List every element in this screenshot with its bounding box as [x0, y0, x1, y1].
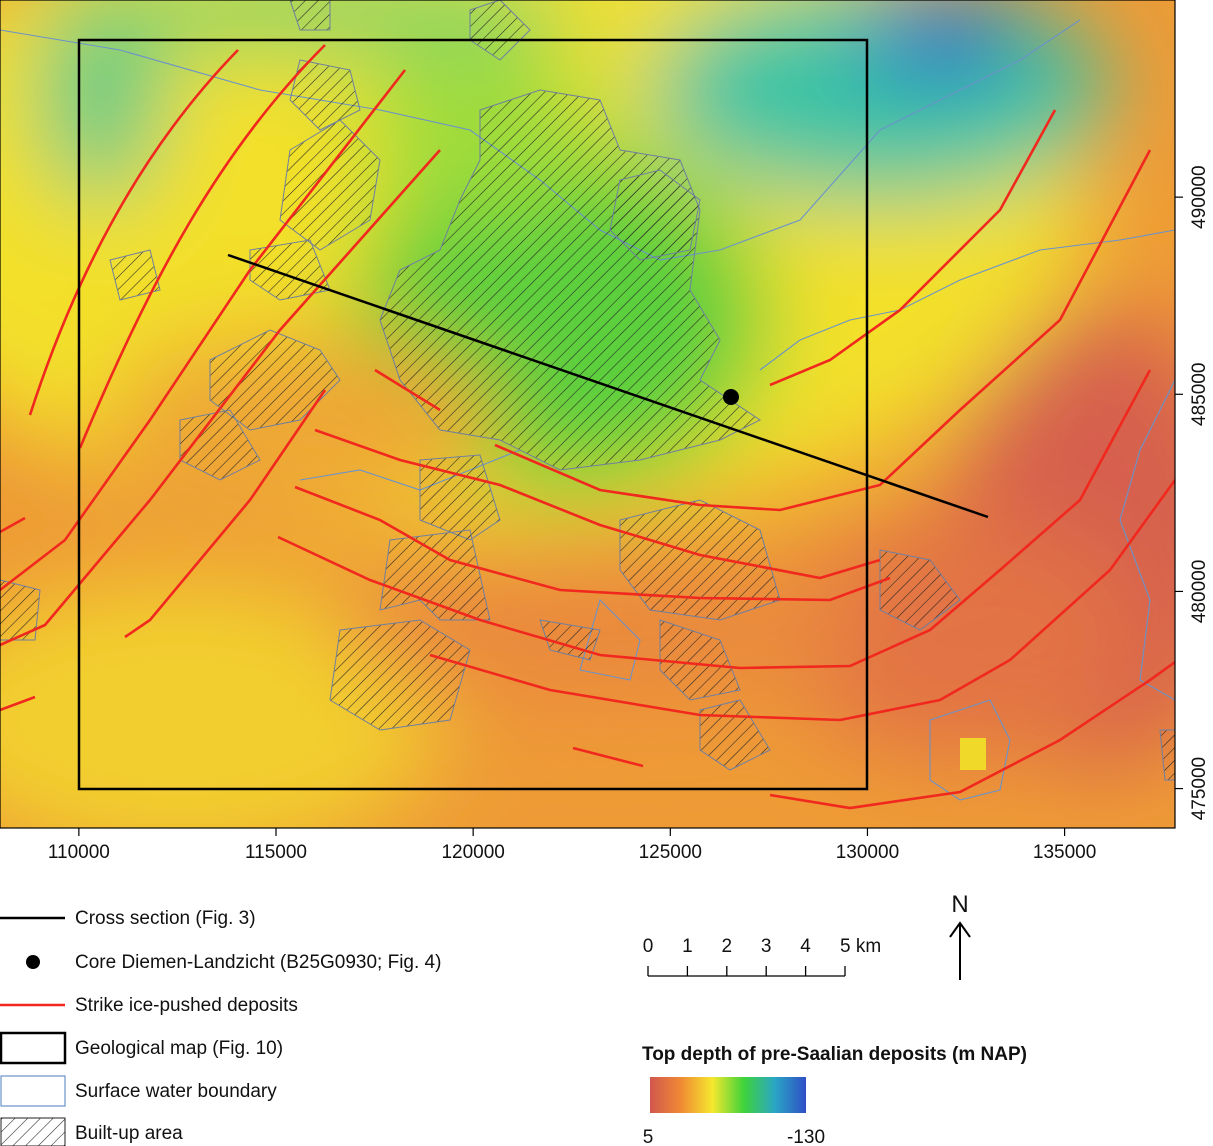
scale-label: 5 km — [840, 936, 881, 957]
x-tick-label: 115000 — [245, 842, 307, 863]
colorbar-max: -130 — [787, 1127, 825, 1146]
raster-patch — [960, 738, 986, 770]
scale-label: 2 — [722, 936, 733, 957]
core-location — [723, 389, 739, 405]
map-frame — [0, 0, 1176, 829]
legend-label: Strike ice-pushed deposits — [75, 995, 298, 1016]
colorbar-title: Top depth of pre-Saalian deposits (m NAP… — [642, 1044, 1027, 1065]
x-tick-label: 130000 — [836, 842, 899, 863]
y-tick-label: 485000 — [1189, 363, 1210, 426]
legend-label: Surface water boundary — [75, 1081, 277, 1102]
strike-lines — [0, 44, 1175, 810]
y-tick-label: 475000 — [1189, 757, 1210, 820]
y-tick-label: 490000 — [1189, 165, 1210, 228]
legend-symbol — [0, 1031, 67, 1065]
x-tick-label: 135000 — [1033, 842, 1096, 863]
north-label: N — [951, 891, 968, 918]
legend-label: Core Diemen-Landzicht (B25G0930; Fig. 4) — [75, 952, 441, 973]
legend: Cross section (Fig. 3) Core Diemen-Landz… — [0, 908, 441, 1146]
colorbar-min: 5 — [643, 1127, 654, 1146]
legend-symbol — [0, 1117, 66, 1146]
built-up-areas — [0, 0, 1175, 781]
north-arrow: N — [949, 891, 971, 980]
cross-section — [227, 253, 989, 519]
x-tick-label: 120000 — [441, 842, 504, 863]
x-tick-label: 125000 — [639, 842, 702, 863]
x-tick-label: 110000 — [48, 842, 110, 863]
y-tick-label: 480000 — [1189, 560, 1210, 623]
axes: 110000 115000 120000 125000 130000 135000 4750… — [48, 165, 1210, 863]
legend-label: Geological map (Fig. 10) — [75, 1038, 283, 1059]
scale-label: 4 — [800, 936, 811, 957]
scale-label: 0 — [643, 936, 654, 957]
legend-label: Cross section (Fig. 3) — [75, 908, 256, 929]
geological-map-box — [77, 38, 869, 791]
scale-bar: 0 1 2 3 4 5 km — [643, 936, 881, 977]
legend-label: Built-up area — [75, 1123, 183, 1144]
colorbar: Top depth of pre-Saalian deposits (m NAP… — [642, 1044, 1027, 1146]
colorbar-ramp — [650, 1077, 806, 1113]
scale-label: 1 — [682, 936, 693, 957]
legend-symbol — [26, 955, 40, 969]
map-area — [0, 0, 1175, 828]
legend-symbol — [0, 1075, 66, 1107]
scale-label: 3 — [761, 936, 772, 957]
